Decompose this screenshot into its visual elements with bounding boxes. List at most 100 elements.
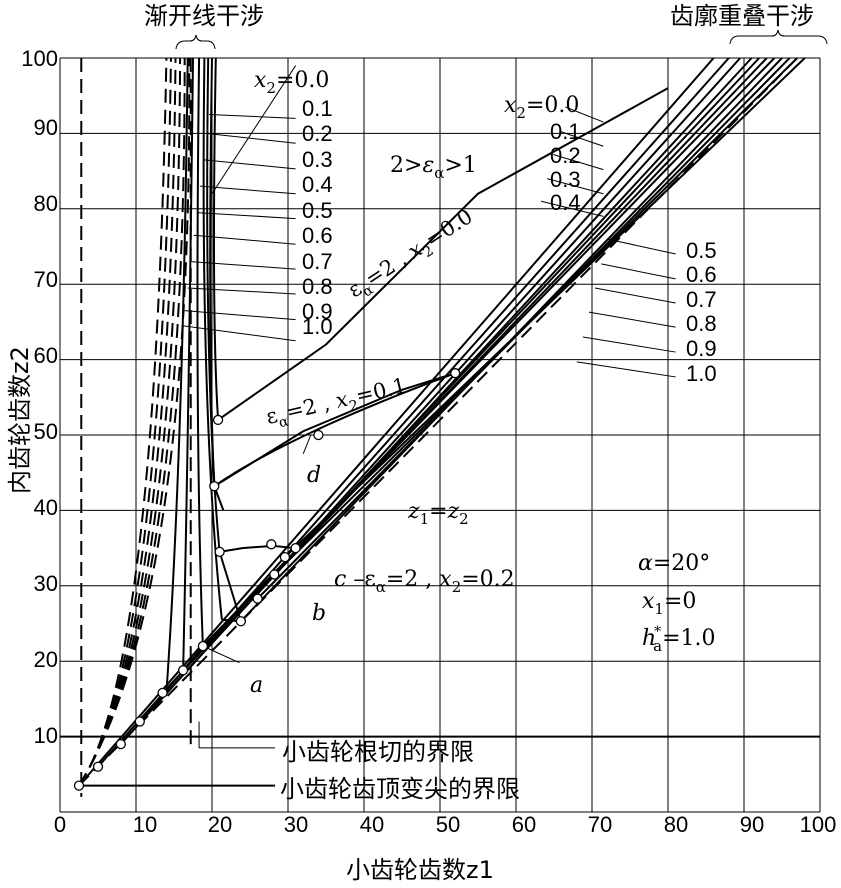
y-tick-label: 20 (34, 647, 58, 672)
data-point (235, 616, 247, 627)
profile-overlap-interference-label: 齿廓重叠干涉 (670, 2, 814, 30)
x-tick-label: 90 (740, 812, 764, 837)
left-label-leader (184, 310, 296, 321)
data-point (313, 429, 324, 441)
involute-interference-label: 渐开线干涉 (144, 2, 264, 30)
left-label: 0.4 (302, 172, 333, 197)
left-label-leader (187, 287, 296, 295)
left-label: 0.8 (302, 274, 333, 299)
right-label-leader (559, 130, 604, 147)
right-label-leader (553, 154, 604, 171)
param-alpha: α=20° (638, 551, 710, 576)
y-tick-label: 30 (34, 571, 58, 596)
x-tick-label: 20 (208, 812, 232, 837)
y-tick-label: 50 (34, 419, 58, 444)
point-a-leader (202, 645, 240, 664)
y-tick-label: 10 (34, 723, 58, 748)
left-label-leader (181, 325, 296, 342)
data-points (73, 368, 461, 791)
left-label-leader (193, 234, 296, 245)
dashed-limit-curve (78, 57, 172, 787)
left-label: 1.0 (302, 314, 333, 339)
left-label-leader (199, 185, 296, 195)
data-point (269, 569, 280, 580)
left-family-curve-x2-1 (165, 57, 189, 693)
right-family-line (139, 57, 753, 723)
contact-ratio-range-label: 2>εα>1 (390, 153, 477, 182)
data-point (115, 738, 126, 750)
left-label: 0.1 (302, 96, 333, 121)
undercut-limit-label: 小齿轮根切的界限 (282, 738, 474, 766)
right-label-leader (607, 238, 676, 255)
x-tick-label: 70 (588, 812, 612, 837)
left-label-leader (202, 159, 296, 170)
left-label: 0.3 (302, 147, 333, 172)
right-label-x2-0.0: x2=0.0 (504, 93, 579, 122)
data-point (209, 481, 220, 492)
right-label: 0.8 (686, 311, 717, 336)
x-tick-label: 40 (360, 812, 384, 837)
left-family-curve-x2-0.3 (202, 57, 223, 620)
data-point (450, 368, 461, 379)
right-label-leader (601, 263, 676, 280)
contact-ratio-curve-x2-0 (217, 87, 669, 421)
right-label: 0.9 (686, 336, 717, 361)
epsilon2-x2-0.2-label: c –εα=2 , x2=0.2 (334, 567, 515, 596)
left-label-leader (196, 212, 296, 220)
left-family-labels: x2=0.0 0.1 0.2 0.3 0.4 0.5 0.6 0.7 0.8 0… (254, 68, 333, 339)
left-label-leader (205, 132, 296, 144)
left-label-leader (190, 261, 296, 270)
y-tick-label: 90 (34, 115, 58, 140)
right-label: 0.4 (550, 190, 581, 215)
x-tick-labels: 0 10 20 30 40 50 60 70 80 90 100 (54, 812, 836, 837)
right-label: 0.5 (686, 238, 717, 263)
data-point (212, 414, 224, 426)
x-tick-label: 0 (54, 812, 66, 837)
y-tick-labels: 10 20 30 40 50 60 70 80 90 100 (21, 46, 58, 748)
right-label: 1.0 (686, 361, 717, 386)
left-label-leader (211, 65, 297, 194)
x-axis-title: 小齿轮齿数z1 (346, 856, 494, 884)
right-label-leader (594, 287, 676, 304)
left-label: 0.7 (302, 249, 333, 274)
left-family-curve-x2-0.5 (196, 57, 204, 647)
left-label: 0.6 (302, 223, 333, 248)
data-point (266, 539, 277, 550)
param-x1: x1=0 (642, 589, 696, 618)
right-label: 0.2 (550, 143, 581, 168)
point-label-d: d (307, 463, 321, 488)
x-tick-label: 50 (436, 812, 460, 837)
right-family-line (78, 57, 715, 787)
contact-ratio-curve-x2-0.2 (219, 544, 296, 553)
point-label-a: a (250, 673, 263, 698)
left-label: 0.5 (302, 198, 333, 223)
left-label: 0.9 (302, 299, 333, 324)
point-label-b: b (312, 601, 326, 626)
x-tick-label: 60 (512, 812, 536, 837)
left-label-x2-0.0: x2=0.0 (254, 68, 329, 97)
leader-lines (181, 65, 676, 749)
y-tick-label: 60 (34, 343, 58, 368)
data-point (157, 687, 168, 699)
right-label: 0.6 (686, 262, 717, 287)
data-point (92, 761, 104, 772)
y-tick-label: 80 (34, 191, 58, 216)
left-label-leader (208, 114, 296, 119)
x-tick-label: 100 (800, 812, 837, 837)
right-label-leader (576, 361, 676, 378)
right-label-leader (582, 336, 676, 353)
data-point (134, 716, 145, 727)
profile-overlap-brace (729, 29, 828, 45)
data-point (279, 551, 291, 563)
point-d-leader (302, 434, 312, 455)
data-point (290, 542, 301, 554)
dashed-limit-curve (78, 57, 177, 787)
left-family-curve-x2-0 (212, 57, 220, 420)
right-label-leader (547, 178, 604, 195)
dashed-limit-curve (78, 57, 186, 787)
y-tick-label: 100 (21, 46, 58, 71)
tip-sharpening-limit-label: 小齿轮齿顶变尖的界限 (280, 775, 520, 803)
right-label: 0.1 (550, 119, 581, 144)
left-label: 0.2 (302, 121, 333, 146)
